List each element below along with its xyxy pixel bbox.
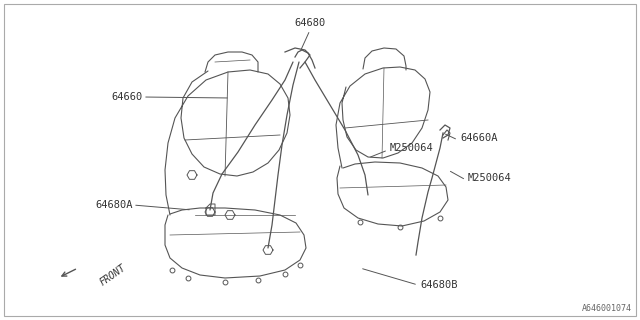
Text: FRONT: FRONT [98, 262, 128, 288]
Text: M250064: M250064 [468, 173, 512, 183]
Text: 64660A: 64660A [460, 133, 497, 143]
Text: 64680A: 64680A [95, 200, 133, 210]
Text: A646001074: A646001074 [582, 304, 632, 313]
Text: 64660: 64660 [112, 92, 143, 102]
Text: 64680: 64680 [294, 18, 326, 28]
Text: M250064: M250064 [390, 143, 434, 153]
Text: 64680B: 64680B [420, 280, 458, 290]
